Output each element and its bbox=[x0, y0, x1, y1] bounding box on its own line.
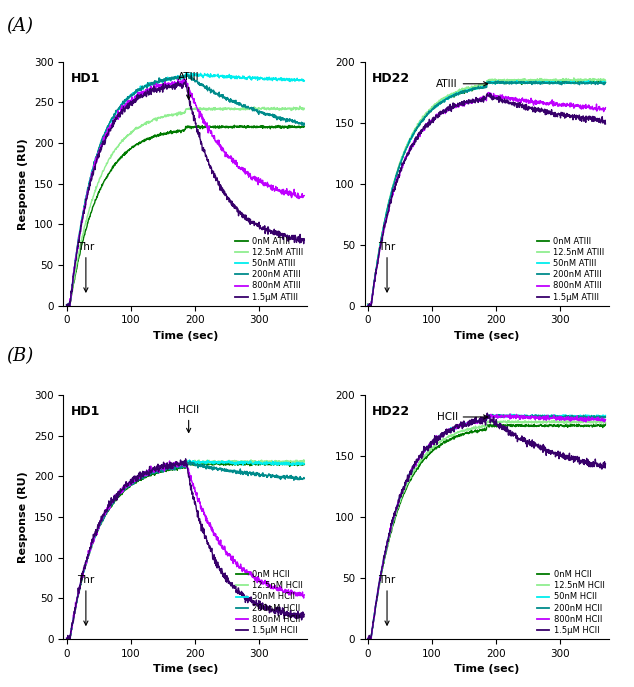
Text: ATIII: ATIII bbox=[436, 79, 488, 89]
Text: Thr: Thr bbox=[378, 575, 396, 625]
Legend: 0nM HCII, 12.5nM HCII, 50nM HCII, 200nM HCII, 800nM HCII, 1.5μM HCII: 0nM HCII, 12.5nM HCII, 50nM HCII, 200nM … bbox=[537, 570, 604, 635]
Legend: 0nM HCII, 12.5nM HCII, 50nM HCII, 200nM HCII, 800nM HCII, 1.5μM HCII: 0nM HCII, 12.5nM HCII, 50nM HCII, 200nM … bbox=[236, 570, 303, 635]
Text: HD22: HD22 bbox=[372, 71, 410, 85]
Text: HD22: HD22 bbox=[372, 405, 410, 418]
Text: Thr: Thr bbox=[77, 575, 94, 625]
Legend: 0nM ATIII, 12.5nM ATIII, 50nM ATIII, 200nM ATIII, 800nM ATIII, 1.5μM ATIII: 0nM ATIII, 12.5nM ATIII, 50nM ATIII, 200… bbox=[235, 237, 303, 302]
Text: HD1: HD1 bbox=[71, 71, 100, 85]
Text: (B): (B) bbox=[6, 347, 34, 365]
Text: HCII: HCII bbox=[437, 412, 488, 422]
X-axis label: Time (sec): Time (sec) bbox=[454, 664, 519, 674]
Y-axis label: Response (RU): Response (RU) bbox=[18, 138, 29, 229]
X-axis label: Time (sec): Time (sec) bbox=[153, 331, 218, 341]
Y-axis label: Response (RU): Response (RU) bbox=[18, 471, 29, 563]
X-axis label: Time (sec): Time (sec) bbox=[153, 664, 218, 674]
X-axis label: Time (sec): Time (sec) bbox=[454, 331, 519, 341]
Text: ATIII: ATIII bbox=[178, 71, 200, 99]
Text: HD1: HD1 bbox=[71, 405, 100, 418]
Text: HCII: HCII bbox=[178, 405, 199, 432]
Text: Thr: Thr bbox=[378, 242, 396, 292]
Text: Thr: Thr bbox=[77, 242, 94, 292]
Text: (A): (A) bbox=[6, 17, 34, 35]
Legend: 0nM ATIII, 12.5nM ATIII, 50nM ATIII, 200nM ATIII, 800nM ATIII, 1.5μM ATIII: 0nM ATIII, 12.5nM ATIII, 50nM ATIII, 200… bbox=[536, 237, 604, 302]
